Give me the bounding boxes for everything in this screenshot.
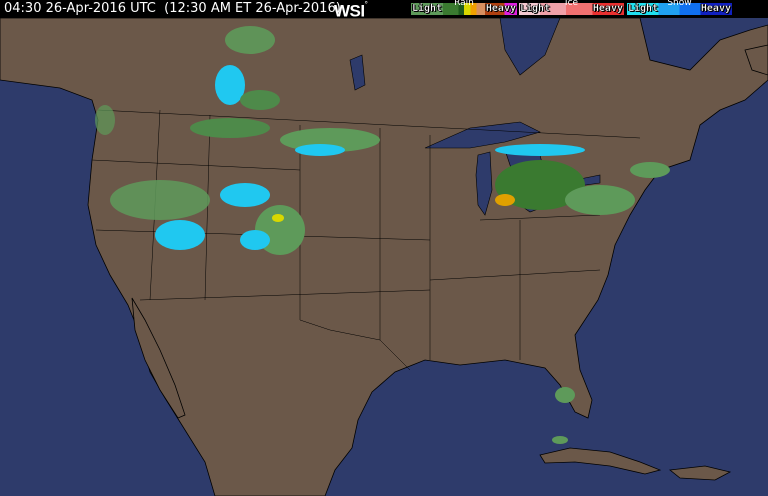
north-america-land (0, 18, 768, 496)
landmass (0, 18, 768, 496)
legend-ice-heavy: Heavy (592, 3, 623, 14)
cuba (539, 447, 662, 475)
header-bar: 04:30 26-Apr-2016 UTC (12:30 AM ET 26-Ap… (0, 0, 768, 21)
timestamp: 04:30 26-Apr-2016 UTC (12:30 AM ET 26-Ap… (4, 1, 341, 16)
heavy-rain-echo (272, 214, 284, 222)
rain-echo (240, 90, 280, 110)
rain-echo (630, 162, 670, 178)
lake-winnipeg (349, 54, 366, 91)
map-canvas (0, 18, 768, 496)
legend-snow: Snow Light Heavy (627, 0, 732, 15)
legend-rain-title: Rain (454, 0, 474, 8)
snow-echo (220, 183, 270, 207)
rain-echo (565, 185, 635, 215)
legend-rain-heavy: Heavy (485, 3, 516, 14)
radar-precipitation (95, 26, 670, 444)
legend-ice-light: Light (520, 3, 551, 14)
lake-superior (424, 121, 541, 149)
legend-snow-light: Light (628, 3, 659, 14)
legend-rain: Rain Light Heavy (411, 0, 517, 15)
legend-ice: Ice Light Heavy (519, 0, 624, 15)
legend-rain-light: Light (412, 3, 443, 14)
hispaniola (668, 465, 732, 481)
newfoundland (744, 44, 768, 76)
logo-mark: ° (364, 0, 368, 9)
snow-echo (215, 65, 245, 105)
heavy-rain-echo (495, 194, 515, 206)
rain-echo (225, 26, 275, 54)
rain-echo (552, 436, 568, 444)
legend-snow-title: Snow (667, 0, 692, 8)
rain-echo (95, 105, 115, 135)
snow-echo (155, 220, 205, 250)
baja-peninsula (131, 297, 186, 419)
legend-ice-title: Ice (564, 0, 579, 8)
snow-echo (240, 230, 270, 250)
rain-echo (110, 180, 210, 220)
snow-echo (495, 144, 585, 156)
rain-echo (495, 160, 585, 210)
lake-michigan (475, 151, 493, 216)
rain-echo (555, 387, 575, 403)
rain-echo (190, 118, 270, 138)
logo-text: WSI (334, 1, 365, 21)
wsi-logo: WSI° (334, 0, 368, 21)
snow-echo (295, 144, 345, 156)
legend-snow-heavy: Heavy (700, 3, 731, 14)
hudson-bay-edge (499, 18, 561, 76)
